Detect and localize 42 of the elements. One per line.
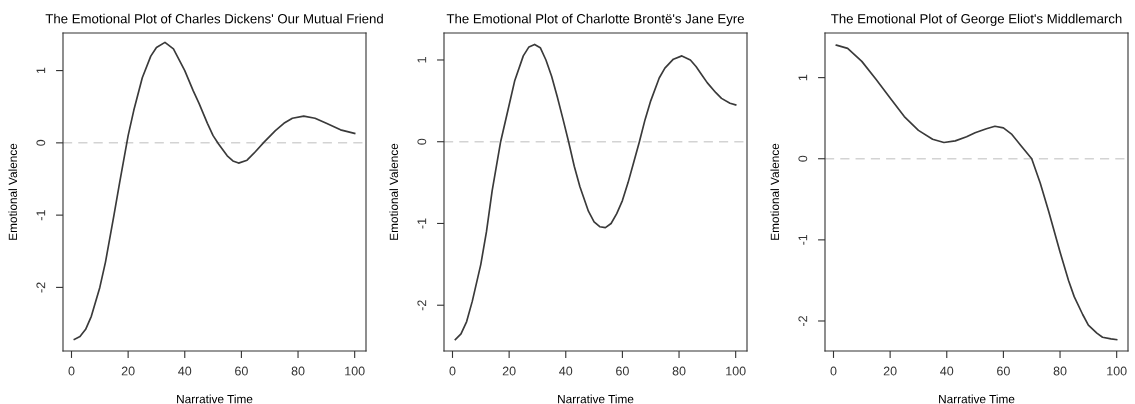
- x-axis-title: Narrative Time: [558, 394, 634, 404]
- x-tick-label: 60: [235, 366, 248, 376]
- x-tick-label: 60: [997, 366, 1010, 376]
- x-tick-label: 0: [68, 366, 75, 376]
- chart-title: The Emotional Plot of Charlotte Brontë's Jane Eyre: [446, 13, 744, 27]
- line-series: [835, 44, 1118, 341]
- y-tick-label: 0: [798, 155, 808, 162]
- y-tick-label: -1: [36, 210, 46, 221]
- x-tick-label: 20: [121, 366, 135, 376]
- y-tick-label: 1: [36, 67, 46, 74]
- x-tick-label: 40: [940, 366, 954, 376]
- line-series: [73, 41, 356, 341]
- y-tick-label: -2: [417, 300, 427, 311]
- x-tick-label: 100: [345, 366, 365, 376]
- x-tick-label: 0: [830, 366, 837, 376]
- x-tick-label: 40: [559, 366, 573, 376]
- x-tick-label: 20: [883, 366, 897, 376]
- y-tick-label: -2: [36, 282, 46, 293]
- x-tick-label: 0: [449, 366, 456, 376]
- y-tick-label: 1: [417, 57, 427, 63]
- x-tick-label: 60: [616, 366, 629, 376]
- x-tick-label: 100: [1107, 366, 1127, 376]
- y-tick-label: -2: [798, 316, 808, 326]
- y-tick-label: 0: [36, 139, 46, 146]
- x-axis-title: Narrative Time: [177, 394, 253, 404]
- y-tick-label: 1: [798, 74, 808, 81]
- x-tick-label: 80: [1053, 366, 1067, 376]
- y-tick-label: 0: [417, 138, 427, 145]
- x-tick-label: 40: [178, 366, 192, 376]
- y-axis-title: Emotional Valence: [389, 143, 399, 240]
- x-axis-title: Narrative Time: [939, 394, 1015, 404]
- y-axis-title: Emotional Valence: [8, 143, 18, 240]
- chart-title: The Emotional Plot of George Eliot's Middlemarch: [831, 13, 1122, 27]
- x-tick-label: 80: [672, 366, 686, 376]
- line-series: [454, 43, 737, 341]
- chart-title: The Emotional Plot of Charles Dickens' Our Mutual Friend: [45, 13, 383, 24]
- x-tick-label: 20: [502, 366, 516, 376]
- x-tick-label: 100: [726, 366, 746, 376]
- y-tick-label: -1: [798, 234, 808, 245]
- x-tick-label: 80: [291, 366, 305, 376]
- y-tick-label: -1: [417, 218, 427, 229]
- y-axis-title: Emotional Valence: [770, 143, 780, 240]
